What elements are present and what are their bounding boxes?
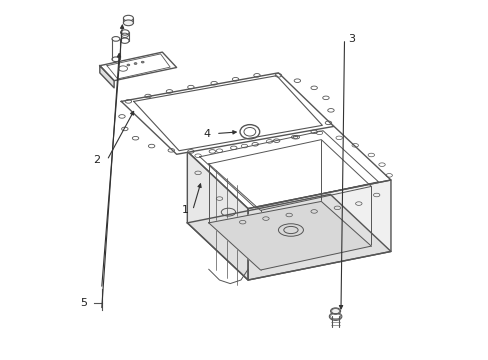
Ellipse shape bbox=[330, 308, 340, 314]
Text: 5: 5 bbox=[80, 298, 87, 308]
Polygon shape bbox=[100, 52, 176, 81]
Polygon shape bbox=[208, 202, 370, 270]
Polygon shape bbox=[187, 194, 390, 280]
Text: 3: 3 bbox=[347, 34, 354, 44]
Ellipse shape bbox=[328, 312, 341, 320]
Polygon shape bbox=[121, 73, 333, 154]
Polygon shape bbox=[187, 152, 247, 280]
Polygon shape bbox=[247, 180, 390, 280]
Text: 1: 1 bbox=[182, 205, 189, 215]
Polygon shape bbox=[100, 66, 114, 88]
Ellipse shape bbox=[141, 61, 144, 63]
Ellipse shape bbox=[134, 63, 137, 64]
Polygon shape bbox=[187, 123, 390, 208]
Text: 4: 4 bbox=[203, 129, 210, 139]
Ellipse shape bbox=[127, 64, 130, 66]
Ellipse shape bbox=[123, 20, 133, 26]
Text: 2: 2 bbox=[93, 156, 100, 165]
